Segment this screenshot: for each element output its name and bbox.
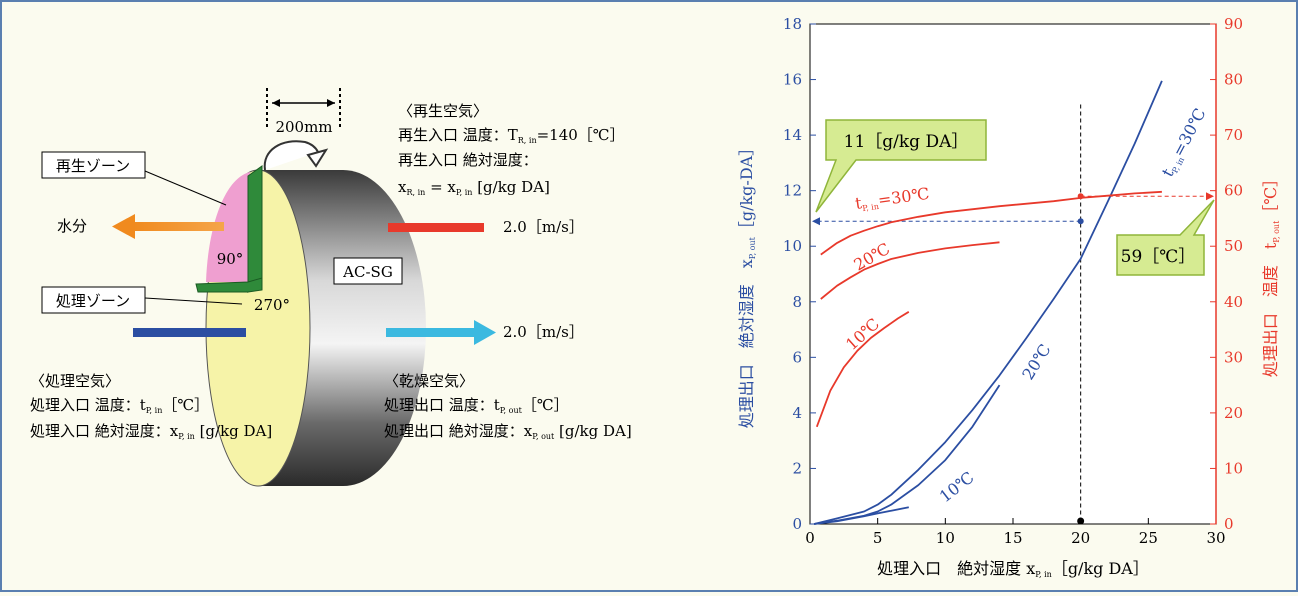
series-line-5: [815, 311, 910, 428]
x-tick-label: 25: [1139, 529, 1158, 547]
regen-air-humidity-label: 再生入口 絶対湿度：: [398, 151, 538, 169]
x-tick-label: 0: [805, 529, 815, 547]
y-left-tick-label: 2: [792, 459, 802, 477]
x-axis-title: 処理入口 絶対湿度 xP, in［g/kg DA］: [877, 559, 1149, 579]
series-line-3: [820, 190, 1162, 256]
regen-zone-area: [206, 172, 250, 282]
y-left-tick-label: 10: [783, 237, 802, 255]
callout-right-text: 59［℃］: [1121, 247, 1196, 267]
x-tick-label: 30: [1206, 529, 1225, 547]
divider-plate-vertical: [247, 165, 263, 293]
y-right-tick-label: 20: [1224, 404, 1243, 422]
moisture-arrowhead-icon: [112, 214, 135, 239]
rotor-label: AC-SG: [342, 263, 393, 281]
y-left-tick-label: 6: [792, 348, 802, 366]
regen-air-inlet-bar: [388, 223, 484, 232]
x-tick-label: 20: [1071, 529, 1090, 547]
y-left-tick-label: 8: [792, 293, 802, 311]
angle-regen: 90°: [217, 250, 244, 268]
y-right-tick-label: 40: [1224, 293, 1243, 311]
axis-title-layer: 処理入口 絶対湿度 xP, in［g/kg DA］ 処理出口 絶対湿度 xP, o…: [737, 140, 1281, 579]
series-line-4: [820, 241, 1000, 300]
y-left-tick-label: 12: [783, 182, 802, 200]
regen-zone-box: [41, 151, 146, 179]
process-zone-box: [41, 286, 146, 314]
point-red: [1077, 193, 1084, 200]
x-tick-label: 10: [936, 529, 955, 547]
regen-zone-leader: [144, 170, 227, 206]
regen-air-humidity-formula: xR, in = xP, in [g/kg DA]: [398, 178, 550, 197]
y-right-tick-label: 70: [1224, 126, 1243, 144]
process-zone-leader: [144, 297, 243, 305]
y-right-tick-label: 80: [1224, 71, 1243, 89]
process-zone-label: 処理ゾーン: [56, 292, 130, 310]
rotor-label-box: [333, 257, 403, 285]
y-left-tick-label: 0: [792, 515, 802, 533]
callout-left-text: 11［g/kg DA］: [844, 132, 969, 152]
regen-velocity: 2.0［m/s］: [503, 218, 584, 236]
series-line-2: [813, 506, 909, 525]
rotation-arrowhead-icon: [306, 148, 329, 168]
y-right-tick-label: 90: [1224, 15, 1243, 33]
rotor-diagram: 200mm 90° 270° AC-SG 再生ゾーン 処理ゾーン 水分 2.0: [30, 88, 632, 487]
dry-air-humidity: 処理出口 絶対湿度：xP, out [g/kg DA]: [384, 422, 632, 441]
y-right-tick-label: 60: [1224, 182, 1243, 200]
dry-air-temp: 処理出口 温度：tP, out［℃］: [384, 396, 569, 415]
callout-left-box: [815, 119, 987, 213]
y-right-tick-label: 30: [1224, 348, 1243, 366]
y-right-axis-title: 処理出口 温度 tP, out［℃］: [1261, 171, 1281, 377]
divider-plate-horizontal: [195, 277, 263, 293]
regen-air-temp: 再生入口 温度：TR, in=140［℃］: [398, 126, 625, 145]
callout-right-box: [1116, 199, 1215, 276]
x-tick-label: 15: [1003, 529, 1022, 547]
guide-left-arrowhead-icon: [812, 217, 820, 226]
y-right-tick-label: 50: [1224, 237, 1243, 255]
guide-right-arrowhead-icon: [1206, 192, 1214, 201]
process-air-inlet-bar: [133, 328, 246, 337]
dry-velocity: 2.0［m/s］: [503, 323, 584, 341]
regen-zone-label: 再生ゾーン: [56, 157, 130, 175]
tick-layer: 0 5 10 15 20 25 300246810121416180102030405060…: [783, 15, 1243, 547]
curve-label-3: tP, in=30℃: [854, 184, 931, 214]
chart: 0 5 10 15 20 25 300246810121416180102030405060…: [737, 15, 1281, 579]
y-left-tick-label: 4: [792, 404, 802, 422]
y-right-tick-label: 0: [1224, 515, 1234, 533]
y-right-tick-label: 10: [1224, 459, 1243, 477]
process-air-title: 〈処理空気〉: [30, 372, 120, 390]
moisture-label: 水分: [57, 217, 87, 235]
series-layer: [813, 80, 1163, 525]
y-left-tick-label: 16: [783, 71, 802, 89]
process-air-temp: 処理入口 温度：tP, in［℃］: [30, 396, 209, 415]
point-axis: [1077, 517, 1085, 525]
point-blue: [1077, 218, 1084, 225]
dry-air-arrowhead-icon: [474, 320, 496, 345]
angle-process: 270°: [254, 296, 290, 314]
regen-air-title: 〈再生空気〉: [398, 102, 488, 120]
dry-air-title: 〈乾燥空気〉: [384, 372, 474, 390]
width-label: 200mm: [275, 118, 332, 136]
process-air-humidity: 処理入口 絶対湿度：xP, in [g/kg DA]: [30, 422, 272, 441]
series-line-0: [813, 80, 1163, 525]
y-left-tick-label: 18: [783, 15, 802, 33]
rotation-arrow-icon: [263, 140, 319, 171]
dry-air-outlet-shaft: [386, 328, 476, 337]
moisture-arrow-shaft: [132, 222, 224, 231]
y-left-axis-title: 処理出口 絶対湿度 xP, out［g/kg-DA］: [737, 140, 757, 428]
x-tick-label: 5: [873, 529, 883, 547]
callout-layer: 11［g/kg DA］ 59［℃］: [815, 119, 1215, 276]
y-left-tick-label: 14: [783, 126, 802, 144]
